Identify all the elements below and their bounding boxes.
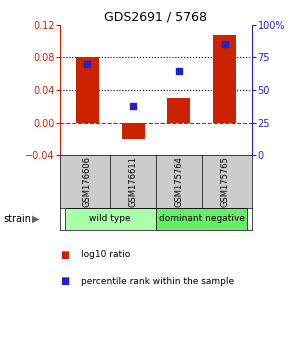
Text: ▶: ▶ xyxy=(32,214,40,224)
Text: percentile rank within the sample: percentile rank within the sample xyxy=(81,277,234,286)
Text: ■: ■ xyxy=(60,276,69,286)
Point xyxy=(85,61,90,67)
Text: ■: ■ xyxy=(60,250,69,260)
Bar xyxy=(213,35,236,123)
Bar xyxy=(122,123,145,139)
Text: GSM176611: GSM176611 xyxy=(129,156,138,207)
Text: GSM175765: GSM175765 xyxy=(220,156,229,207)
Bar xyxy=(64,208,156,230)
Bar xyxy=(167,98,190,123)
Bar xyxy=(156,208,248,230)
Text: log10 ratio: log10 ratio xyxy=(81,250,130,259)
Text: GSM175764: GSM175764 xyxy=(174,156,183,207)
Point xyxy=(131,103,136,109)
Point xyxy=(222,41,227,47)
Text: dominant negative: dominant negative xyxy=(159,215,245,223)
Point xyxy=(176,68,181,73)
Text: wild type: wild type xyxy=(89,215,131,223)
Bar xyxy=(76,57,99,123)
Text: strain: strain xyxy=(3,214,31,224)
Text: GSM176606: GSM176606 xyxy=(83,156,92,207)
Title: GDS2691 / 5768: GDS2691 / 5768 xyxy=(104,11,208,24)
